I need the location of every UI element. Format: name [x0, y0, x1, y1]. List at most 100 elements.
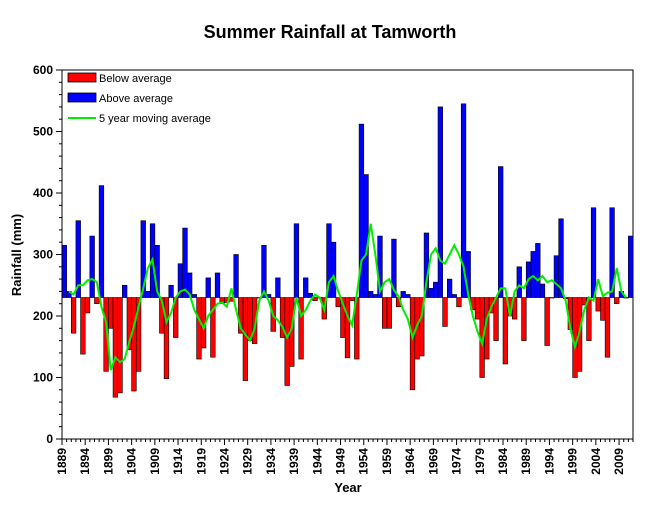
bar-above-average [539, 283, 546, 298]
legend-label: Below average [99, 73, 172, 85]
bar-above-average [122, 284, 128, 298]
plot-area [61, 69, 634, 440]
bar-above-average [89, 235, 95, 298]
bar-below-average [252, 297, 258, 344]
bar-above-average [530, 251, 536, 298]
bar-above-average [498, 166, 504, 298]
bar-below-average [456, 297, 462, 308]
bar-above-average [590, 207, 597, 298]
bar-below-average [335, 297, 341, 308]
x-tick-label: 1994 [542, 448, 556, 475]
x-tick-label: 1909 [148, 448, 162, 475]
bar-above-average [609, 207, 615, 298]
bar-above-average [558, 218, 564, 298]
y-tick-label: 300 [33, 248, 53, 262]
bar-above-average [391, 238, 397, 298]
bar-below-average [131, 297, 137, 392]
bar-below-average [70, 297, 77, 334]
y-axis-label: Rainfall (mm) [9, 214, 24, 296]
bar-below-average [242, 297, 248, 381]
bar-below-average [163, 297, 170, 380]
bar-above-average [437, 106, 443, 298]
y-tick-label: 400 [33, 186, 53, 200]
bar-above-average [307, 292, 313, 298]
bar-above-average [205, 277, 211, 298]
legend-label: 5 year moving average [99, 113, 211, 125]
bar-above-average [451, 294, 457, 298]
bar-above-average [182, 227, 188, 298]
bar-below-average [84, 297, 91, 314]
bar-above-average [145, 291, 151, 298]
bar-below-average [502, 297, 508, 365]
x-tick-label: 1974 [450, 448, 464, 475]
plot-frame [61, 69, 634, 440]
bar-above-average [628, 235, 634, 298]
legend-swatch-above [67, 92, 97, 103]
bar-above-average [303, 277, 309, 298]
bar-below-average [474, 297, 481, 320]
x-tick-label: 1949 [334, 448, 348, 475]
bar-above-average [140, 220, 146, 298]
bar-above-average [460, 103, 467, 298]
bar-below-average [94, 297, 100, 304]
bar-above-average [168, 284, 174, 298]
moving-average-path [68, 223, 627, 371]
bar-above-average [75, 220, 81, 298]
x-tick-label: 1919 [194, 448, 208, 475]
bar-below-average [493, 297, 499, 341]
bar-below-average [108, 297, 114, 329]
bar-below-average [419, 297, 425, 357]
y-tick-label: 500 [33, 125, 53, 139]
bar-above-average [261, 244, 267, 298]
bar-below-average [614, 297, 620, 304]
bar-above-average [363, 174, 369, 298]
bar-below-average [600, 297, 606, 321]
bar-above-average [98, 185, 105, 298]
bar-below-average [103, 297, 109, 372]
bar-below-average [349, 297, 355, 301]
y-tick-label: 600 [33, 63, 53, 77]
legend-entry: Below average [67, 72, 172, 85]
bar-above-average [405, 294, 411, 298]
x-axis: 1889 1894 1899 1904 1909 1914 1919 1924 1929 1934… [55, 438, 634, 475]
bar-above-average [214, 272, 221, 298]
bar-above-average [330, 241, 337, 298]
legend: Below average Above average 5 year moving … [67, 72, 211, 125]
bar-below-average [284, 297, 290, 386]
bar-above-average [516, 266, 522, 298]
x-tick-label: 2009 [612, 448, 626, 475]
bar-below-average [196, 297, 202, 360]
legend-swatch-below [67, 72, 97, 83]
bar-above-average [275, 277, 281, 298]
y-axis: 0 100 200 300 400 500 600 [33, 63, 63, 446]
bar-above-average [553, 255, 560, 298]
bar-below-average [604, 297, 611, 358]
bar-above-average [368, 291, 374, 298]
y-tick-label: 0 [46, 432, 53, 446]
chart-title: Summer Rainfall at Tamworth [204, 22, 457, 42]
bar-below-average [298, 297, 304, 360]
bar-below-average [521, 297, 527, 341]
y-tick-label: 100 [33, 371, 53, 385]
x-tick-label: 1894 [78, 448, 92, 475]
bar-below-average [382, 297, 388, 329]
x-axis-label: Year [334, 480, 361, 495]
x-tick-label: 1904 [125, 448, 139, 475]
bar-above-average [428, 288, 434, 298]
bar-below-average [117, 297, 123, 394]
x-tick-label: 1944 [310, 448, 324, 475]
bar-below-average [80, 297, 86, 355]
legend-label: Above average [99, 93, 173, 105]
x-tick-label: 1959 [380, 448, 394, 475]
x-tick-label: 1899 [101, 448, 115, 475]
x-tick-label: 1984 [496, 448, 510, 475]
x-tick-label: 1999 [566, 448, 580, 475]
bar-below-average [595, 297, 601, 312]
bar-above-average [549, 297, 555, 299]
bar-above-average [433, 281, 439, 298]
bar-above-average [191, 294, 197, 298]
x-tick-label: 1914 [171, 448, 185, 475]
x-tick-label: 1939 [287, 448, 301, 475]
bar-below-average [544, 297, 550, 346]
